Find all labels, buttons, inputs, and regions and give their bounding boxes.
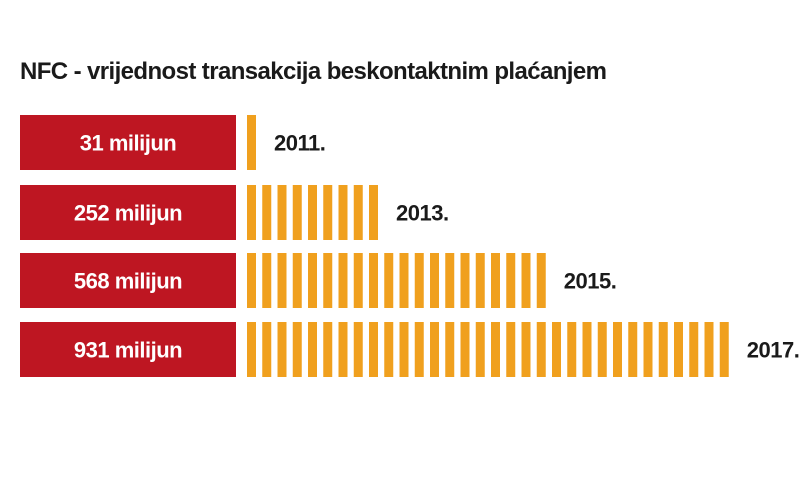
bar-stripe [247, 185, 256, 240]
bar-stripe [384, 253, 394, 308]
bar-stripe [308, 185, 317, 240]
bar-stripe [353, 322, 363, 377]
value-label-box [20, 185, 236, 240]
bar-stripe [292, 253, 302, 308]
bar-stripe [292, 185, 302, 240]
bar-stripe [689, 322, 699, 377]
bar-stripe [262, 185, 272, 240]
bar-stripe [704, 322, 714, 377]
bar-stripe [384, 322, 394, 377]
bar-stripe [323, 253, 333, 308]
bar-stripe [262, 253, 272, 308]
bar-stripe [430, 322, 439, 377]
bar-stripe [414, 322, 424, 377]
bar-stripe [247, 322, 256, 377]
bar-stripe [521, 253, 531, 308]
bar-stripe [445, 253, 455, 308]
year-label: 2013. [396, 201, 449, 226]
bar-stripe [323, 185, 333, 240]
bar-row: 568 milijun 2015. [20, 253, 617, 308]
bar-stripe [262, 322, 272, 377]
bar-stripe [567, 322, 577, 377]
bar-stripe [353, 185, 363, 240]
value-label-box [20, 322, 236, 377]
value-label-box [20, 115, 236, 170]
bar-stripe [338, 322, 348, 377]
bar-stripe [674, 322, 683, 377]
bar-stripe [536, 253, 546, 308]
bar-stripe [475, 253, 485, 308]
value-label: 31 milijun [80, 131, 177, 156]
bar-row: 31 milijun 2011. [20, 115, 326, 170]
bar-stripe [399, 322, 409, 377]
bar-stripe [277, 253, 287, 308]
bar-stripe [353, 253, 363, 308]
value-label: 568 milijun [74, 269, 182, 294]
bar-stripe [643, 322, 653, 377]
bar-stripe [719, 322, 729, 377]
bar-stripe [460, 253, 470, 308]
year-label: 2015. [564, 269, 617, 294]
bar-stripe [414, 253, 424, 308]
year-label: 2011. [274, 131, 325, 156]
bar-stripe [369, 253, 378, 308]
bar-stripe [491, 322, 500, 377]
chart-title: NFC - vrijednost transakcija beskontaktn… [20, 58, 607, 85]
bar-stripe [582, 322, 592, 377]
bar-stripe [536, 322, 546, 377]
bar-stripe [521, 322, 531, 377]
bar-row: 252 milijun 2013. [20, 185, 449, 240]
bar-stripe [628, 322, 638, 377]
bar-stripe [399, 253, 409, 308]
bar-stripe [430, 253, 439, 308]
bar-stripe [277, 185, 287, 240]
bar-stripe [247, 253, 256, 308]
bar-stripe [552, 322, 561, 377]
bar-rows: 31 milijun 2011. 252 milijun 2013. 568 milij… [20, 115, 800, 377]
bar-stripe [613, 322, 622, 377]
bar-stripe [597, 322, 607, 377]
bar-stripe [491, 253, 500, 308]
bar-stripe [323, 322, 333, 377]
bar-stripe [506, 322, 516, 377]
bar-stripe [369, 185, 378, 240]
bar-stripe [277, 322, 287, 377]
bar-stripe [247, 115, 256, 170]
bar-stripe [338, 253, 348, 308]
bar-stripe [506, 253, 516, 308]
bar-stripe [460, 322, 470, 377]
bar-stripe [445, 322, 455, 377]
bar-stripe [369, 322, 378, 377]
bar-stripe [308, 253, 317, 308]
bar-stripe [658, 322, 668, 377]
bar-stripe [475, 322, 485, 377]
year-label: 2017. [747, 338, 800, 363]
bar-stripe [292, 322, 302, 377]
bar-stripe [308, 322, 317, 377]
value-label: 252 milijun [74, 201, 182, 226]
value-label: 931 milijun [74, 338, 182, 363]
value-label-box [20, 253, 236, 308]
bar-row: 931 milijun 2017. [20, 322, 800, 377]
bar-stripe [338, 185, 348, 240]
